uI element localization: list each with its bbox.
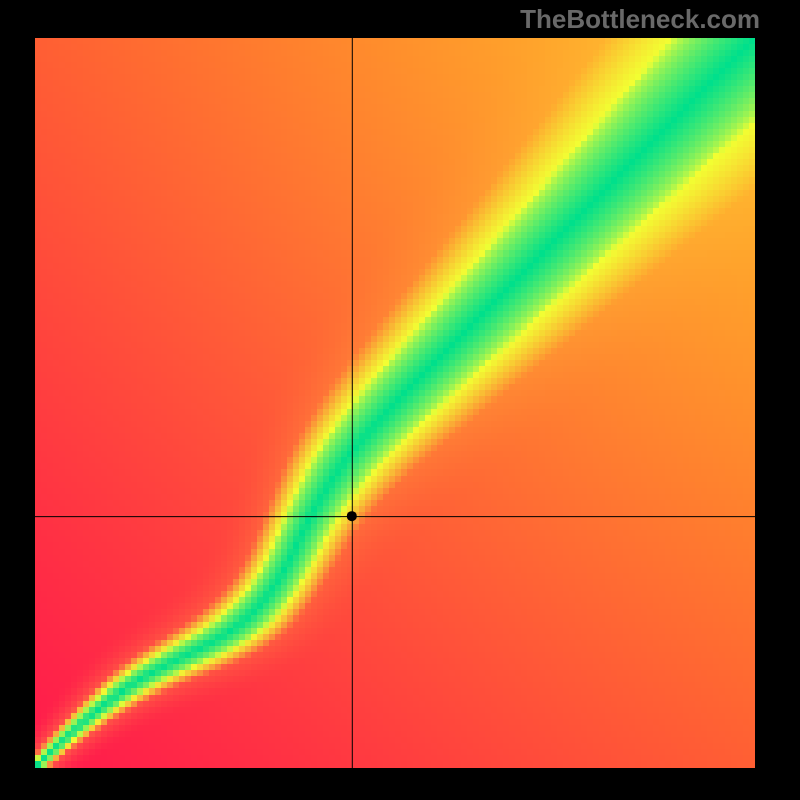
chart-stage: TheBottleneck.com — [0, 0, 800, 800]
bottleneck-heatmap — [35, 38, 755, 768]
watermark-text: TheBottleneck.com — [520, 4, 760, 35]
